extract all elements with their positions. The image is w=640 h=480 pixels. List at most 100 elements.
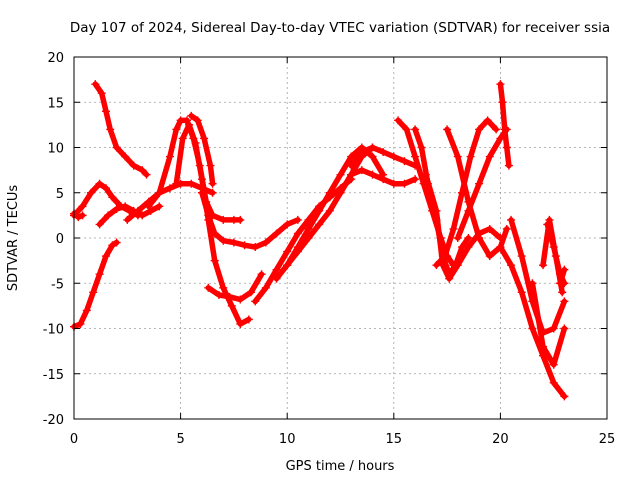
- data-point: [101, 107, 110, 116]
- data-point: [193, 116, 202, 125]
- series-line: [497, 81, 512, 169]
- data-point: [95, 270, 104, 279]
- data-point: [146, 206, 155, 215]
- data-point: [517, 288, 526, 297]
- data-point: [293, 215, 302, 224]
- data-point: [165, 152, 174, 161]
- data-point: [485, 152, 494, 161]
- data-point: [214, 291, 223, 300]
- x-tick-label: 20: [492, 432, 509, 447]
- series-trace-5: [95, 202, 164, 229]
- data-point: [236, 295, 245, 304]
- series-trace-9: [187, 111, 217, 188]
- data-point: [432, 261, 441, 270]
- data-point: [507, 215, 516, 224]
- data-point: [464, 243, 473, 252]
- data-point: [155, 188, 164, 197]
- data-point: [504, 161, 513, 170]
- data-point: [560, 265, 569, 274]
- data-point: [236, 215, 245, 224]
- series-line: [71, 239, 120, 330]
- series-trace-29: [556, 265, 569, 288]
- data-point: [347, 152, 356, 161]
- data-point: [185, 120, 194, 129]
- grid-lines: [74, 57, 607, 419]
- data-point: [95, 179, 104, 188]
- x-tick-label: 10: [279, 432, 296, 447]
- data-point: [464, 234, 473, 242]
- data-point: [556, 279, 565, 288]
- data-point: [549, 243, 558, 252]
- series-trace-10: [197, 188, 302, 252]
- data-point: [507, 261, 516, 270]
- data-point: [368, 170, 377, 179]
- data-point: [411, 175, 420, 184]
- series-trace-23: [496, 80, 513, 170]
- data-point: [560, 324, 569, 333]
- series-trace-24: [496, 243, 569, 401]
- data-point: [453, 234, 462, 242]
- data-point: [440, 252, 449, 261]
- data-point: [251, 297, 260, 306]
- data-point: [219, 283, 228, 292]
- data-point: [204, 211, 213, 220]
- data-point: [389, 152, 398, 161]
- data-point: [502, 143, 511, 152]
- data-point: [257, 270, 266, 279]
- data-point: [204, 283, 213, 292]
- data-point: [283, 261, 292, 270]
- data-point: [272, 274, 281, 283]
- data-point: [475, 234, 484, 242]
- data-point: [549, 378, 558, 387]
- data-point: [283, 247, 292, 256]
- data-point: [539, 342, 548, 351]
- series-line: [205, 271, 265, 303]
- data-point: [225, 292, 234, 301]
- data-point: [315, 220, 324, 229]
- data-point: [558, 288, 567, 297]
- data-point: [261, 283, 270, 292]
- x-tick-label: 25: [599, 432, 616, 447]
- y-tick-label: 20: [47, 51, 64, 66]
- data-point: [91, 80, 100, 89]
- data-point: [187, 111, 196, 120]
- data-point: [492, 125, 501, 134]
- x-tick-label: 15: [386, 432, 403, 447]
- data-point: [74, 213, 83, 222]
- data-point: [219, 215, 228, 224]
- series-line: [96, 203, 163, 228]
- x-tick-label: 0: [70, 432, 78, 447]
- data-point: [336, 170, 345, 179]
- data-point: [400, 157, 409, 166]
- y-tick-label: 0: [56, 232, 64, 247]
- data-point: [219, 236, 228, 245]
- data-point: [187, 179, 196, 188]
- data-point: [325, 188, 334, 197]
- series-trace-11: [204, 270, 266, 304]
- data-point: [549, 324, 558, 333]
- x-axis-label: GPS time / hours: [286, 459, 395, 474]
- data-point: [210, 229, 219, 238]
- data-point: [121, 152, 130, 161]
- data-point: [560, 297, 569, 306]
- series-trace-3: [70, 209, 87, 222]
- data-point: [528, 279, 537, 288]
- data-point: [208, 188, 217, 197]
- data-point: [379, 175, 388, 184]
- y-tick-label: -5: [51, 277, 64, 292]
- data-point: [191, 138, 200, 147]
- data-point: [206, 161, 215, 170]
- data-point: [347, 170, 356, 179]
- series-line: [252, 176, 354, 305]
- data-point: [539, 261, 548, 270]
- data-point: [178, 134, 187, 143]
- data-point: [246, 288, 255, 297]
- data-point: [261, 238, 270, 247]
- data-point: [498, 98, 507, 107]
- data-point: [411, 125, 420, 134]
- data-point: [272, 265, 281, 274]
- data-point: [496, 80, 505, 89]
- data-point: [283, 220, 292, 229]
- series-trace-22: [453, 125, 511, 242]
